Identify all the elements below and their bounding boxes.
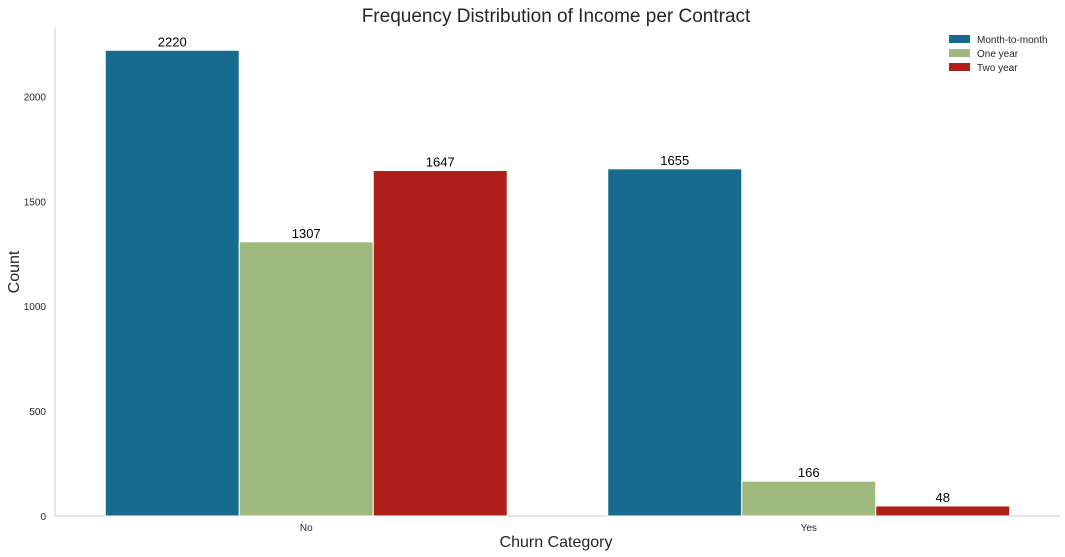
y-tick-label: 1500 <box>24 197 47 208</box>
legend-swatch <box>949 35 970 43</box>
data-label: 2220 <box>158 34 187 49</box>
bar-month-to-month-no <box>104 49 240 517</box>
data-label: 48 <box>936 490 950 505</box>
data-labels-group: 2220 1307 1647 1655 166 48 <box>158 34 950 505</box>
x-axis-label: Churn Category <box>500 534 613 551</box>
data-label: 166 <box>798 465 820 480</box>
y-tick-label: 1000 <box>24 302 47 313</box>
y-axis-ticks: 0 500 1000 1500 2000 <box>24 92 47 523</box>
y-tick-label: 2000 <box>24 92 47 103</box>
legend-swatch <box>949 63 970 71</box>
y-axis-label: Count <box>6 250 23 293</box>
bar-two-year-no <box>372 169 508 517</box>
legend-swatch <box>949 49 970 57</box>
bar-month-to-month-yes <box>607 168 743 517</box>
data-label: 1647 <box>426 154 455 169</box>
legend-item-label: One year <box>977 49 1019 60</box>
y-tick-label: 0 <box>40 512 46 523</box>
x-tick-label-yes: Yes <box>801 523 817 534</box>
bar-two-year-yes <box>875 505 1011 517</box>
x-tick-label-no: No <box>300 523 313 534</box>
legend-item-label: Two year <box>977 63 1018 74</box>
data-label: 1307 <box>292 226 321 241</box>
chart-title: Frequency Distribution of Income per Con… <box>362 6 751 27</box>
y-tick-label: 500 <box>29 407 46 418</box>
bars-group <box>104 49 1011 517</box>
bar-one-year-yes <box>741 480 877 517</box>
bar-one-year-no <box>238 241 374 517</box>
x-axis-ticks: No Yes <box>300 523 817 534</box>
legend: Month-to-month One year Two year <box>949 35 1048 74</box>
legend-item-label: Month-to-month <box>977 35 1048 46</box>
data-label: 1655 <box>660 153 689 168</box>
